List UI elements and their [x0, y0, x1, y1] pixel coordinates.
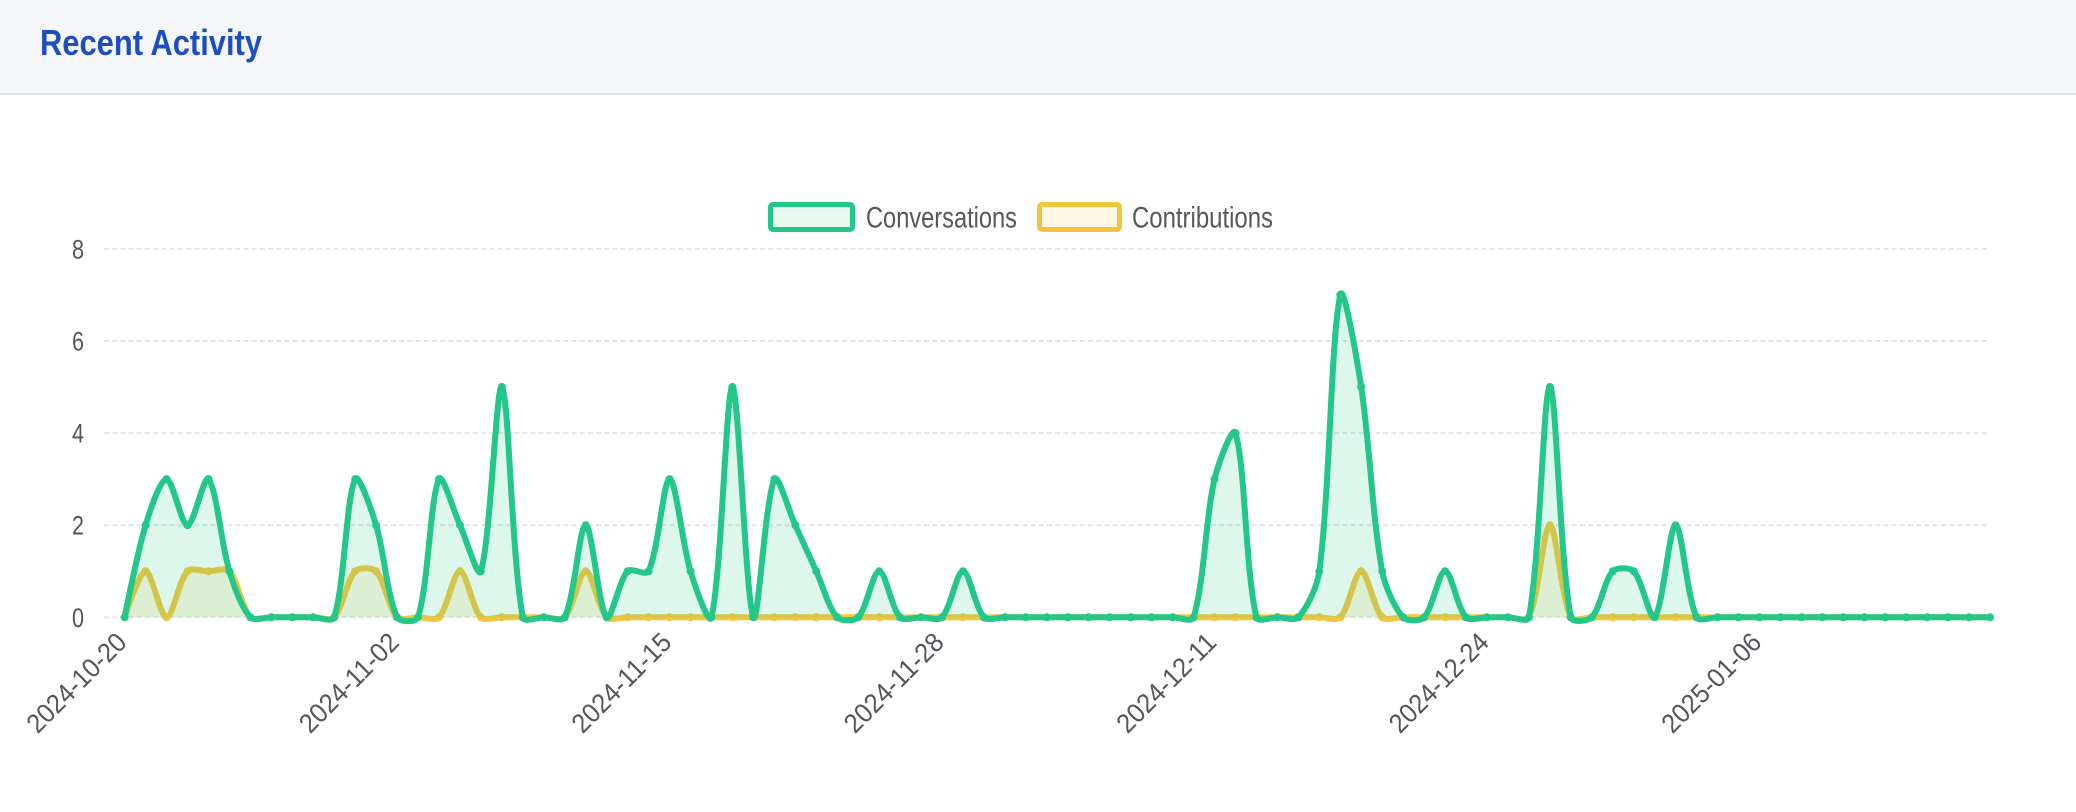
svg-text:6: 6 — [72, 327, 84, 357]
svg-text:2024-12-11: 2024-12-11 — [1111, 627, 1223, 739]
svg-text:2024-10-20: 2024-10-20 — [21, 627, 133, 739]
svg-text:2: 2 — [72, 511, 84, 541]
svg-text:2024-11-15: 2024-11-15 — [566, 627, 678, 739]
svg-text:2024-12-24: 2024-12-24 — [1383, 627, 1495, 739]
svg-text:2025-01-06: 2025-01-06 — [1656, 627, 1768, 739]
svg-text:2024-11-02: 2024-11-02 — [293, 627, 405, 739]
svg-text:2024-11-28: 2024-11-28 — [838, 627, 950, 739]
svg-text:Conversations: Conversations — [866, 202, 1017, 235]
svg-text:8: 8 — [72, 234, 84, 264]
svg-text:Contributions: Contributions — [1132, 202, 1273, 235]
svg-text:0: 0 — [72, 603, 84, 633]
svg-text:4: 4 — [72, 419, 84, 449]
